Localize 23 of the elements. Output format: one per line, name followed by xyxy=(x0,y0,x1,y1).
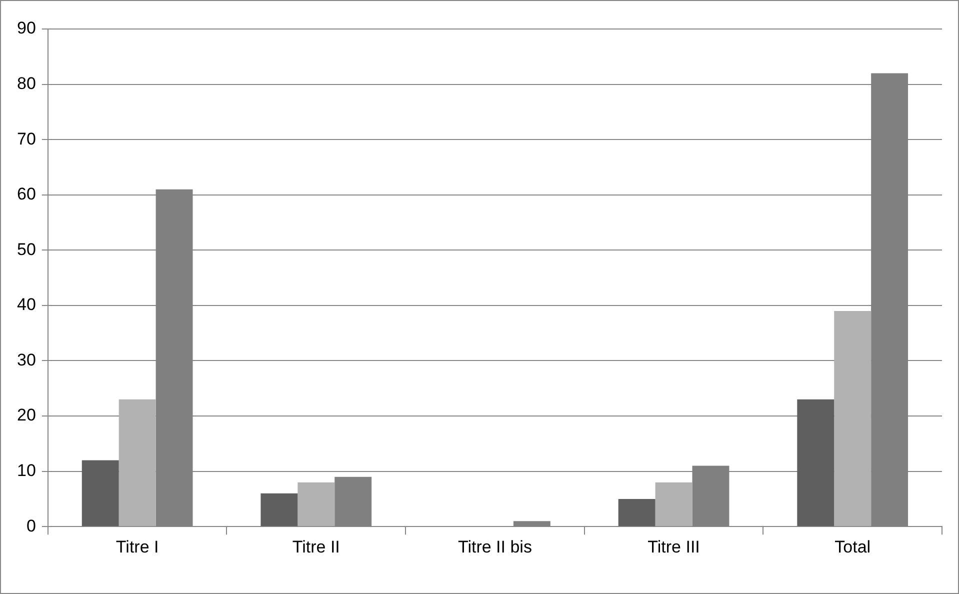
x-tick-label: Titre III xyxy=(648,537,700,556)
y-tick-label: 30 xyxy=(16,350,36,370)
bar xyxy=(797,399,834,526)
bar xyxy=(82,460,119,526)
y-tick-label: 70 xyxy=(16,129,36,148)
bar xyxy=(118,399,156,526)
bar xyxy=(260,493,298,526)
y-tick-label: 10 xyxy=(16,461,36,480)
y-tick-label: 40 xyxy=(16,295,36,314)
y-tick-label: 20 xyxy=(16,406,36,425)
y-tick-label: 90 xyxy=(16,18,36,38)
x-tick-label: Total xyxy=(834,537,871,556)
x-tick-label: Titre I xyxy=(116,537,159,556)
y-tick-label: 0 xyxy=(26,516,36,536)
bar xyxy=(834,310,872,526)
bar xyxy=(655,482,692,526)
bar xyxy=(298,482,335,526)
x-tick-label: Titre II bis xyxy=(458,537,532,556)
y-tick-label: 60 xyxy=(16,184,36,204)
y-tick-label: 80 xyxy=(16,74,36,93)
bar xyxy=(618,498,656,526)
x-tick-label: Titre II xyxy=(292,537,340,556)
y-tick-label: 50 xyxy=(16,240,36,259)
